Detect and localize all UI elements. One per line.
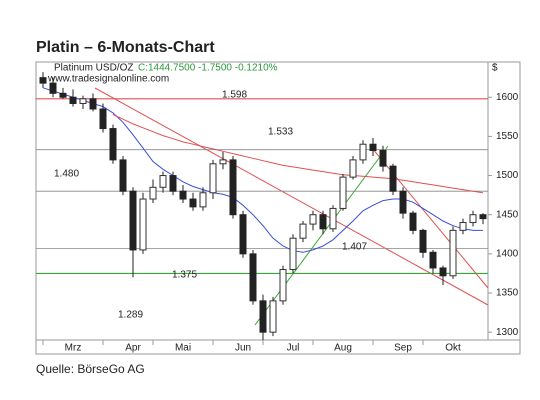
- candle-body: [69, 96, 77, 105]
- candle-body: [329, 207, 337, 230]
- candle-body: [129, 190, 137, 251]
- candle-body: [219, 159, 227, 165]
- candle-body: [59, 92, 67, 98]
- y-tick-label: 1550: [496, 131, 519, 142]
- x-tick-label: Apr: [125, 343, 141, 354]
- candle-body: [109, 128, 117, 161]
- candle-body: [399, 190, 407, 214]
- candle-body: [319, 214, 327, 230]
- y-tick-label: 1450: [496, 209, 519, 220]
- y-tick-label: 1600: [496, 92, 519, 103]
- y-tick-label: 1400: [496, 248, 519, 259]
- candle-body: [469, 214, 477, 224]
- candle-body: [279, 269, 287, 302]
- candle-body: [189, 198, 197, 208]
- candle-body: [389, 165, 397, 192]
- candle-body: [289, 237, 297, 271]
- candle-body: [89, 98, 97, 110]
- trendline: [254, 145, 389, 326]
- candle-body: [479, 214, 487, 220]
- unit: $: [492, 63, 498, 74]
- moving-average: [42, 87, 483, 253]
- candle-body: [169, 175, 177, 192]
- candle-body: [49, 82, 57, 94]
- candle-body: [99, 108, 107, 130]
- trendline: [94, 87, 489, 306]
- candle-body: [149, 186, 157, 200]
- website: www.tradesignalonline.com: [47, 74, 169, 85]
- candle-body: [139, 198, 147, 251]
- level-label: 1.480: [54, 169, 79, 180]
- candle-body: [459, 222, 467, 231]
- candle-body: [199, 192, 207, 208]
- quote: C:1444.7500 -1.7500 -0.1210%: [138, 63, 278, 74]
- x-tick-label: Sep: [394, 343, 412, 354]
- candle-body: [209, 163, 217, 194]
- level-label: 1.533: [268, 127, 293, 138]
- candle-body: [229, 159, 237, 216]
- candle-body: [409, 212, 417, 231]
- candle-body: [369, 143, 377, 151]
- candle-body: [179, 190, 187, 200]
- candle-body: [339, 176, 347, 209]
- candle-body: [349, 159, 357, 178]
- candle-body: [379, 149, 387, 167]
- x-tick-label: Jul: [287, 343, 300, 354]
- candle-body: [269, 300, 277, 333]
- candle-body: [449, 229, 457, 277]
- candle-body: [39, 77, 47, 84]
- level-label: 1.375: [172, 270, 197, 281]
- candle-body: [429, 251, 437, 269]
- x-tick-label: Mrz: [65, 343, 82, 354]
- candle-body: [79, 98, 87, 105]
- level-label: 1.289: [118, 310, 143, 321]
- y-tick-label: 1300: [496, 327, 519, 338]
- x-tick-label: Okt: [445, 343, 461, 354]
- instrument: Platinum USD/OZ: [54, 63, 133, 74]
- candle-body: [119, 159, 127, 192]
- candle-body: [159, 175, 167, 188]
- candle-body: [309, 214, 317, 225]
- level-label: 1.407: [342, 242, 367, 253]
- candle-body: [249, 253, 257, 302]
- frame: [35, 61, 521, 355]
- trendlines: [94, 87, 489, 326]
- candle-body: [299, 223, 307, 239]
- source: Quelle: BörseGo AG: [36, 362, 145, 376]
- x-tick-label: Mai: [175, 343, 191, 354]
- x-tick-label: Aug: [334, 343, 352, 354]
- candle-body: [439, 267, 447, 277]
- candle-body: [359, 143, 367, 161]
- y-tick-label: 1500: [496, 170, 519, 181]
- candle-body: [239, 214, 247, 255]
- x-tick-label: Jun: [235, 343, 251, 354]
- candle-body: [419, 229, 427, 253]
- moving-average: [112, 114, 484, 194]
- y-tick-label: 1350: [496, 288, 519, 299]
- candle-body: [259, 300, 267, 333]
- chart-title: Platin – 6-Monats-Chart: [36, 39, 215, 56]
- level-label: 1.598: [222, 90, 247, 101]
